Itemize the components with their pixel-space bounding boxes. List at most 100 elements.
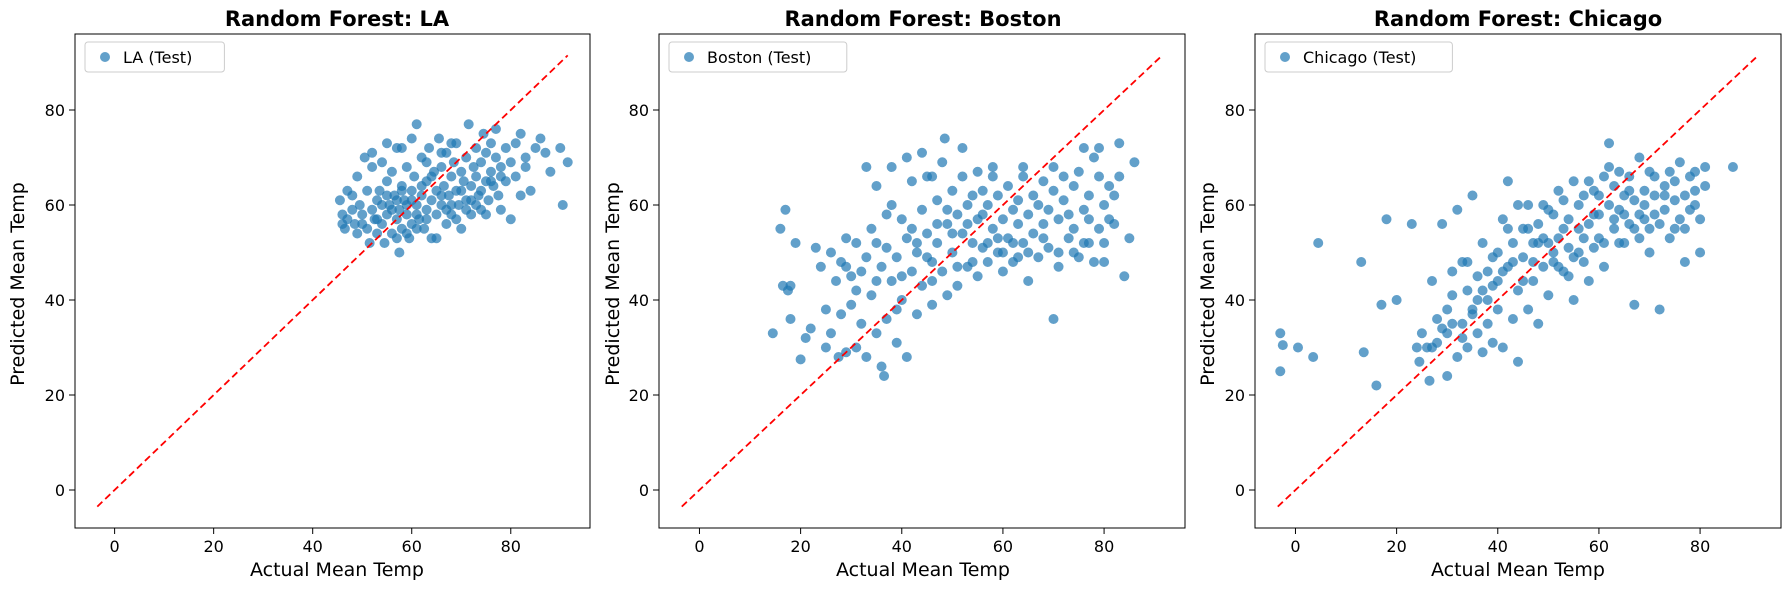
scatter-point — [1548, 247, 1559, 258]
scatter-point — [896, 214, 907, 225]
scatter-point — [1598, 171, 1609, 182]
scatter-point — [1558, 223, 1569, 234]
scatter-point — [917, 204, 927, 215]
plot-area: 0 20 40 60 80 0 20 40 60 80 Boston (Test) — [629, 33, 1186, 556]
scatter-point — [493, 190, 504, 201]
scatter-point — [901, 152, 912, 163]
scatter-point — [1109, 219, 1120, 229]
scatter-point — [785, 280, 796, 291]
scatter-point — [1053, 261, 1064, 272]
scatter-point — [825, 247, 836, 258]
scatter-point — [886, 162, 897, 172]
scatter-point — [433, 133, 444, 144]
scatter-point — [977, 185, 988, 196]
scatter-point — [1695, 247, 1706, 258]
scatter-point — [1528, 276, 1539, 286]
scatter-point — [431, 233, 442, 244]
chart-title: Random Forest: LA — [225, 7, 450, 31]
scatter-point — [1669, 223, 1680, 234]
scatter-point — [396, 143, 407, 153]
scatter-point — [820, 342, 831, 353]
scatter-point — [1371, 380, 1382, 391]
scatter-point — [1583, 219, 1594, 229]
scatter-point — [1048, 185, 1059, 196]
scatter-point — [367, 147, 378, 158]
scatter-point — [545, 166, 556, 177]
x-tick-label: 0 — [110, 537, 120, 556]
scatter-point — [891, 304, 902, 315]
scatter-point — [1411, 342, 1422, 353]
scatter-point — [463, 119, 474, 130]
scatter-point — [1614, 166, 1625, 177]
scatter-point — [1533, 238, 1544, 248]
scatter-point — [396, 185, 407, 196]
scatter-point — [1447, 290, 1458, 301]
scatter-point — [1578, 257, 1589, 267]
scatter-point — [1391, 295, 1402, 305]
y-axis-label: Predicted Mean Temp — [1197, 182, 1219, 386]
scatter-point — [1502, 223, 1513, 234]
scatter-point — [421, 204, 432, 215]
scatter-point — [800, 333, 811, 343]
scatter-point — [1094, 171, 1105, 182]
scatter-point — [478, 128, 489, 139]
scatter-point — [1013, 195, 1024, 206]
scatter-point — [1629, 299, 1640, 310]
scatter-point — [1659, 204, 1670, 215]
scatter-point — [1099, 238, 1110, 248]
scatter-point — [967, 190, 978, 201]
scatter-point — [906, 223, 917, 234]
scatter-point — [901, 233, 912, 244]
scatter-point — [947, 185, 958, 196]
scatter-point — [1427, 276, 1438, 286]
scatter-point — [987, 171, 998, 182]
axes-frame — [658, 33, 1186, 529]
scatter-point — [426, 195, 437, 206]
scatter-point — [906, 266, 917, 277]
scatter-point — [1083, 190, 1094, 201]
scatter-point — [1482, 318, 1493, 329]
scatter-point — [1129, 157, 1140, 168]
scatter-point — [1048, 314, 1059, 324]
scatter-point — [957, 171, 968, 182]
scatter-point — [1043, 204, 1054, 215]
scatter-point — [485, 166, 496, 177]
scatter-point — [1507, 238, 1518, 248]
scatter-point — [1649, 171, 1660, 182]
scatter-point — [500, 143, 511, 153]
scatter-point — [337, 219, 348, 229]
scatter-point — [1634, 233, 1645, 244]
scatter-point — [866, 223, 877, 234]
scatter-point — [367, 162, 378, 172]
scatter-point — [942, 290, 953, 301]
x-tick-label: 20 — [1386, 537, 1406, 556]
scatter-point — [876, 261, 887, 272]
scatter-point — [481, 147, 492, 158]
scatter-point — [394, 204, 405, 215]
scatter-point — [1033, 252, 1044, 263]
scatter-point — [1109, 190, 1120, 201]
legend-marker — [100, 52, 110, 62]
scatter-point — [967, 238, 978, 248]
scatter-point — [411, 119, 422, 130]
scatter-point — [1114, 171, 1125, 182]
scatter-point — [967, 257, 978, 267]
scatter-point — [1700, 181, 1711, 191]
scatter-point — [957, 143, 968, 153]
scatter-point — [1578, 190, 1589, 201]
scatter-point — [1447, 318, 1458, 329]
scatter-point — [391, 195, 402, 206]
x-tick-label: 60 — [1589, 537, 1609, 556]
scatter-point — [1013, 252, 1024, 263]
scatter-point — [962, 219, 973, 229]
scatter-point — [1543, 290, 1554, 301]
scatter-point — [1088, 152, 1099, 163]
scatter-point — [861, 352, 872, 362]
scatter-point — [805, 323, 816, 334]
subplot-chicago: Random Forest: Chicago Actual Mean Temp … — [1197, 7, 1782, 581]
scatter-point — [1659, 181, 1670, 191]
scatter-point — [1058, 195, 1069, 206]
scatter-point — [972, 271, 983, 282]
y-tick-label: 40 — [45, 291, 65, 310]
x-tick-label: 0 — [1290, 537, 1300, 556]
